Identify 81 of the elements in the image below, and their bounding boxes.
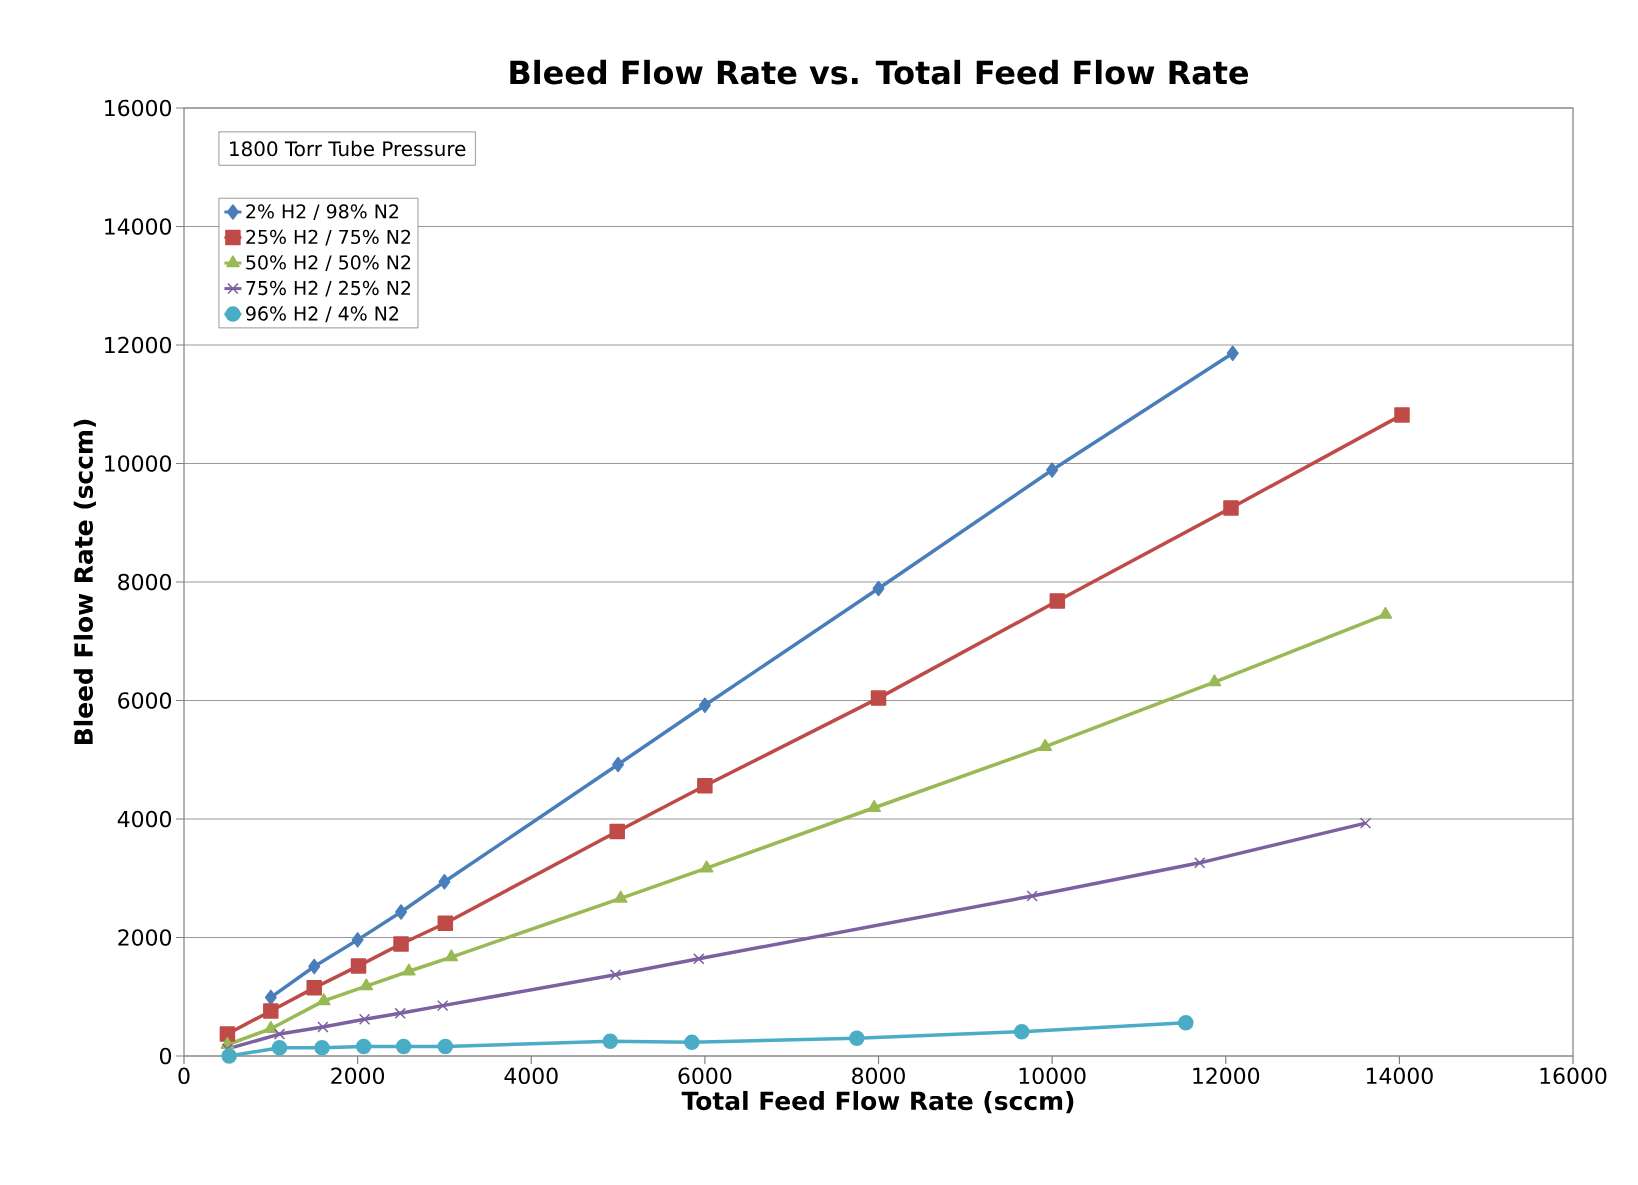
point (316, 993, 331, 1006)
legend-title: 1800 Torr Tube Pressure (230, 140, 466, 157)
point (698, 697, 711, 713)
point (1038, 738, 1052, 751)
point (271, 1039, 288, 1056)
point (438, 874, 451, 890)
point (355, 1038, 372, 1055)
point (872, 580, 885, 597)
point (219, 1026, 236, 1042)
point (693, 953, 705, 965)
legend-label: 2% H2 / 98% N2 (246, 204, 399, 221)
point (437, 999, 449, 1012)
point (437, 1038, 454, 1055)
y-tick-label: 10000 (105, 455, 171, 472)
x-tick-label: 16000 (1540, 1067, 1607, 1085)
point (264, 989, 277, 1006)
point (306, 980, 322, 996)
x-tick-label: 6000 (678, 1067, 732, 1085)
point (263, 1003, 279, 1019)
y-tick-label: 8000 (118, 573, 172, 591)
point (609, 823, 625, 840)
point (317, 1021, 329, 1033)
point (612, 756, 625, 773)
y-tick-label: 4000 (117, 810, 172, 828)
point (394, 1007, 406, 1020)
point (1046, 462, 1059, 478)
point (444, 949, 459, 962)
legend-label: 50% H2 / 50% N2 (246, 255, 411, 272)
point (358, 1013, 371, 1025)
point (308, 958, 321, 975)
point (314, 1039, 330, 1056)
x-tick-label: 8000 (852, 1067, 905, 1085)
point (273, 1028, 286, 1040)
point (1178, 1015, 1194, 1031)
point (395, 1038, 412, 1055)
point (1378, 606, 1393, 619)
point (1194, 857, 1206, 869)
point (1226, 345, 1239, 362)
legend-label: 96% H2 / 4% N2 (246, 306, 399, 323)
point (1207, 674, 1222, 687)
x-tick-label: 10000 (1019, 1067, 1086, 1085)
x-tick-label: 12000 (1193, 1067, 1260, 1085)
point (264, 1020, 278, 1033)
point (699, 860, 714, 873)
point (393, 936, 409, 952)
x-tick-label: 0 (178, 1067, 190, 1085)
point (395, 904, 408, 920)
point (684, 1034, 700, 1051)
y-tick-label: 14000 (105, 218, 171, 235)
point (1223, 500, 1239, 516)
legend-label: 25% H2 / 75% N2 (246, 229, 411, 246)
point (437, 915, 454, 932)
y-tick-label: 0 (159, 1047, 172, 1065)
point (697, 778, 713, 794)
legend-label: 75% H2 / 25% N2 (246, 280, 411, 297)
point (1359, 817, 1372, 829)
y-tick-label: 6000 (118, 692, 172, 709)
point (870, 690, 887, 706)
x-tick-label: 4000 (504, 1067, 558, 1085)
y-axis-title: Bleed Flow Rate (sccm) (73, 419, 96, 745)
point (1026, 890, 1038, 902)
point (867, 799, 881, 812)
point (350, 958, 367, 974)
point (849, 1030, 865, 1046)
point (1014, 1023, 1030, 1040)
chart-title: Bleed Flow Rate vs. Total Feed Flow Rate (510, 59, 1249, 85)
point (602, 1033, 619, 1049)
y-tick-label: 16000 (105, 99, 171, 117)
point (1049, 593, 1066, 609)
point (609, 969, 622, 981)
y-tick-label: 12000 (105, 336, 171, 354)
point (1394, 407, 1410, 423)
point (359, 978, 374, 991)
point (613, 890, 628, 903)
point (221, 1048, 237, 1064)
y-tick-label: 2000 (118, 929, 172, 946)
x-axis-title: Total Feed Flow Rate (sccm) (681, 1090, 1074, 1114)
x-tick-label: 14000 (1366, 1067, 1433, 1085)
point (402, 963, 416, 976)
point (351, 932, 364, 948)
x-tick-label: 2000 (331, 1067, 385, 1085)
